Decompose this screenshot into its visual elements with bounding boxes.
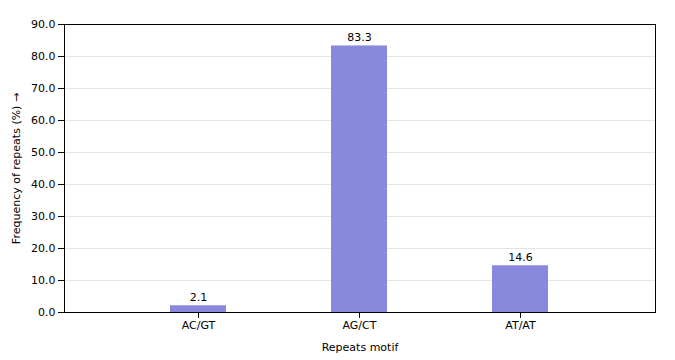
svg-text:AC/GT: AC/GT <box>182 319 216 332</box>
svg-text:10.0: 10.0 <box>31 274 56 287</box>
svg-text:14.6: 14.6 <box>508 251 533 264</box>
svg-text:AT/AT: AT/AT <box>505 319 536 332</box>
svg-text:30.0: 30.0 <box>31 210 56 223</box>
svg-text:50.0: 50.0 <box>31 146 56 159</box>
svg-text:60.0: 60.0 <box>31 114 56 127</box>
svg-text:2.1: 2.1 <box>190 291 208 304</box>
svg-text:90.0: 90.0 <box>31 18 56 31</box>
svg-text:Repeats motif: Repeats motif <box>322 341 400 354</box>
svg-text:AG/CT: AG/CT <box>343 319 377 332</box>
svg-text:40.0: 40.0 <box>31 178 56 191</box>
svg-text:70.0: 70.0 <box>31 82 56 95</box>
svg-text:0.0: 0.0 <box>38 306 56 319</box>
svg-text:Frequency of repeats (%) →: Frequency of repeats (%) → <box>10 93 23 244</box>
svg-text:83.3: 83.3 <box>347 31 372 44</box>
svg-text:80.0: 80.0 <box>31 50 56 63</box>
svg-text:20.0: 20.0 <box>31 242 56 255</box>
